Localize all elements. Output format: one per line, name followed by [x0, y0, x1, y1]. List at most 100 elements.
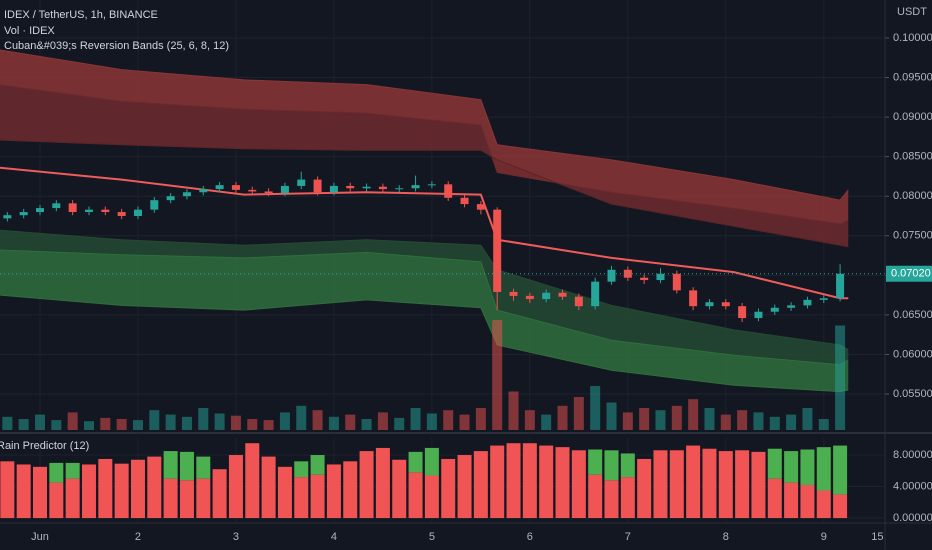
predictor-bar — [65, 462, 80, 479]
band-fill — [0, 250, 849, 392]
volume-bar — [671, 405, 682, 430]
y-tick-label: 0.09000 — [893, 111, 932, 123]
x-tick-label: 5 — [429, 531, 435, 543]
predictor-bar — [473, 451, 488, 519]
candle-body — [52, 203, 61, 209]
candle-body — [231, 185, 240, 190]
candle-body — [509, 291, 518, 296]
predictor-pane — [0, 438, 885, 522]
x-tick-label: 6 — [527, 531, 533, 543]
predictor-bar — [816, 447, 831, 491]
y-unit: USDT — [897, 6, 927, 18]
x-tick-label: 15:00 — [871, 531, 899, 543]
predictor-bar — [392, 459, 407, 519]
volume-bar — [198, 408, 209, 430]
predictor-bar — [506, 443, 521, 519]
band-fill — [0, 230, 849, 365]
x-tick-label: 2 — [135, 531, 141, 543]
volume-bar — [83, 421, 94, 430]
volume-bar — [541, 414, 552, 430]
predictor-bar — [669, 450, 684, 519]
volume-bar — [524, 410, 535, 430]
predictor-bar — [816, 490, 831, 519]
volume-bar — [2, 416, 13, 430]
predictor-bar — [179, 480, 194, 519]
volume-bar — [345, 414, 356, 430]
predictor-bar — [310, 474, 325, 519]
volume-bar — [377, 412, 388, 430]
predictor-bar — [0, 461, 15, 519]
predictor-bar — [604, 450, 619, 481]
candle-body — [476, 204, 485, 210]
predictor-bar — [637, 458, 652, 519]
volume-bar — [149, 410, 160, 430]
volume-bar — [639, 408, 650, 430]
candle-body — [525, 295, 534, 300]
candle-body — [460, 197, 469, 205]
predictor-bar — [212, 469, 227, 519]
band-fill — [0, 49, 849, 224]
predictor-bar — [359, 451, 374, 519]
predictor-bar — [522, 443, 537, 519]
predictor-bar — [375, 447, 390, 519]
volume-bar — [459, 414, 470, 430]
candle-body — [754, 311, 763, 319]
volume-bar — [247, 419, 258, 430]
candle-body — [770, 307, 779, 312]
predictor-bar — [539, 445, 554, 519]
volume-bar — [35, 414, 46, 430]
predictor-bar — [294, 477, 309, 519]
volume-bar — [492, 320, 503, 430]
candle-body — [329, 185, 338, 193]
predictor-bar — [98, 458, 113, 519]
volume-bar — [688, 399, 699, 430]
predictor-bar — [800, 449, 815, 485]
predictor-bar — [767, 448, 782, 479]
predictor-bar — [49, 462, 64, 483]
volume-bar — [279, 412, 290, 430]
predictor-bar — [163, 478, 178, 519]
predictor-bar — [784, 451, 799, 483]
y-tick-label: 0.06500 — [893, 309, 932, 321]
predictor-bar — [588, 449, 603, 475]
volume-bar — [132, 420, 143, 430]
y-tick-label: 0.09500 — [893, 71, 932, 83]
volume-bar — [655, 410, 666, 430]
predictor-bar — [16, 464, 31, 519]
predictor-bar — [702, 448, 717, 519]
candle-body — [117, 212, 126, 216]
candle-body — [836, 273, 845, 299]
candle-body — [19, 212, 28, 216]
candle-body — [542, 292, 551, 300]
band-line — [0, 84, 849, 225]
candle-body — [84, 209, 93, 213]
candle-body — [656, 273, 665, 281]
candle-body — [36, 208, 45, 213]
volume-bar — [835, 325, 846, 430]
band-line — [0, 49, 849, 201]
candle-body — [68, 203, 77, 213]
predictor-bar — [424, 447, 439, 476]
candle-body — [444, 184, 453, 198]
candle-body — [558, 292, 567, 297]
y-tick-label: 0.06000 — [893, 348, 932, 360]
price-axis: 0.055000.060000.065000.070000.075000.080… — [885, 32, 932, 524]
volume-bar — [214, 413, 225, 430]
candle-body — [101, 209, 110, 213]
predictor-bar — [588, 474, 603, 519]
candle-body — [819, 298, 828, 300]
volume-bar — [263, 420, 274, 430]
predictor-bar — [245, 443, 260, 519]
candle-body — [803, 299, 812, 306]
volume-bar — [508, 391, 519, 430]
predictor-bar — [767, 478, 782, 519]
candle-body — [215, 185, 224, 190]
predictor-bar — [33, 466, 48, 519]
predictor-bar — [620, 453, 635, 478]
candle-body — [607, 269, 616, 282]
candle-body — [378, 186, 387, 190]
volume-bar — [573, 397, 584, 430]
predictor-bar — [294, 461, 309, 478]
predictor-bar — [261, 456, 276, 519]
volume-bar — [475, 408, 486, 430]
